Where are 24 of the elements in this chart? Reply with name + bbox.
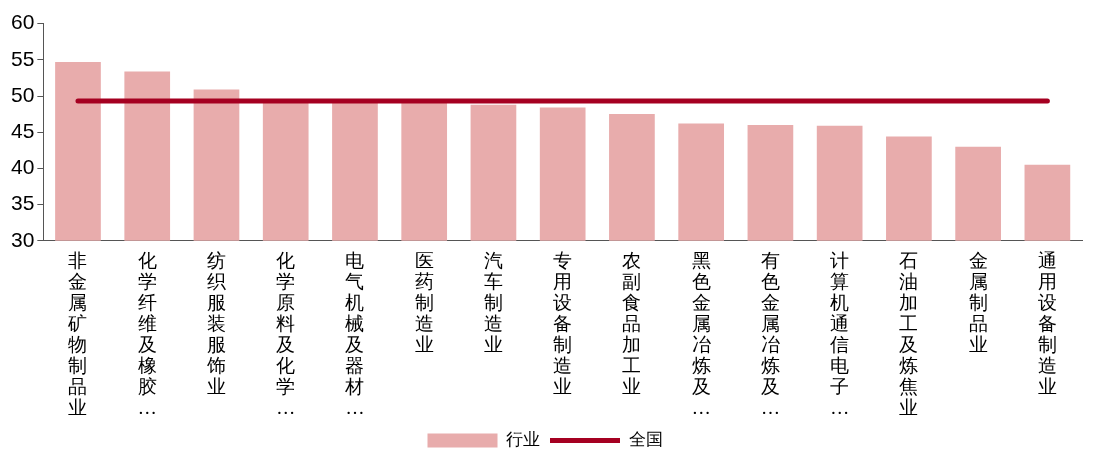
x-tick-label: 计算机通信电子… — [830, 250, 850, 418]
y-tick-label: 35 — [11, 191, 35, 215]
x-tick-label: 化学原料及化学… — [276, 250, 296, 418]
y-tick-label: 40 — [11, 155, 35, 179]
x-tick-label: 纺织服装服饰业 — [205, 250, 226, 397]
y-tick-label: 55 — [11, 46, 35, 70]
x-tick-label: 黑色金属冶炼及… — [691, 250, 711, 418]
x-tick-label: 非金属矿物制品业 — [67, 250, 88, 418]
x-tick-label: 汽车制造业 — [483, 250, 503, 355]
legend-label: 全国 — [628, 429, 663, 449]
x-tick-label: 化学纤维及橡胶… — [137, 250, 157, 418]
x-tick-label: 医药制造业 — [414, 250, 434, 355]
x-tick-label: 电气机械及器材… — [344, 250, 365, 418]
x-tick-label: 金属制品业 — [968, 250, 988, 355]
x-tick-label: 石油加工及炼焦业 — [899, 250, 919, 418]
x-tick-label: 通用设备制造业 — [1037, 250, 1057, 397]
y-tick-label: 45 — [11, 119, 35, 142]
y-tick-label: 50 — [11, 82, 35, 106]
x-tick-label: 农副食品加工业 — [622, 250, 642, 397]
y-tick-label: 30 — [11, 227, 35, 251]
legend-label: 行业 — [506, 429, 540, 449]
y-tick-label: 60 — [11, 10, 35, 34]
x-tick-label: 有色金属冶炼及… — [760, 250, 780, 418]
x-tick-label: 专用设备制造业 — [553, 250, 573, 397]
